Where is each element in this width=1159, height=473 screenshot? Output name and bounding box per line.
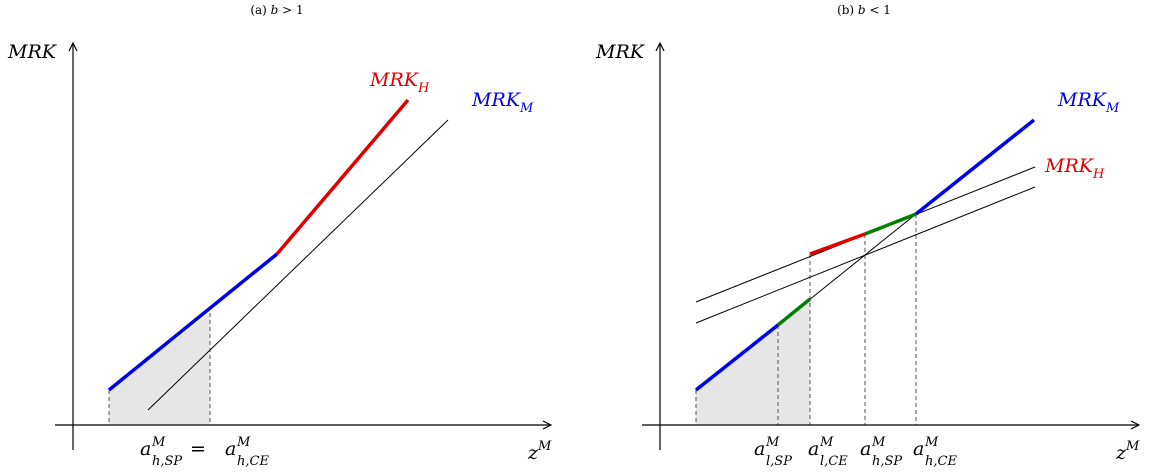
svg-text:=: =	[184, 438, 212, 460]
panel-a-y-axis-label: MRK	[7, 41, 58, 63]
panel-b-y-axis-label: MRK	[595, 41, 646, 63]
panel-b-x-axis-label: zM	[1115, 439, 1140, 464]
svg-text:h,CE: h,CE	[925, 454, 957, 469]
panel-b-mrk-m-lower-segment	[694, 323, 780, 392]
svg-text:M: M	[151, 435, 166, 450]
svg-text:M: M	[871, 435, 886, 450]
panel-b-mrk-h-label: MRKH	[1044, 155, 1105, 182]
panel-b-green-upper-segment	[864, 212, 917, 236]
svg-text:a: a	[913, 438, 924, 460]
svg-text:l,CE: l,CE	[820, 454, 848, 469]
svg-text:a: a	[754, 438, 765, 460]
svg-text:h,CE: h,CE	[237, 454, 269, 469]
svg-text:h,SP: h,SP	[152, 454, 182, 469]
panel-b-mrk-m-label: MRKM	[1057, 89, 1120, 116]
panel-a-x-axis-label: zM	[527, 439, 552, 464]
panel-a-shaded-area	[109, 313, 210, 425]
svg-text:M: M	[765, 435, 780, 450]
svg-text:l,SP: l,SP	[766, 454, 792, 469]
panel-a-thin-line	[147, 119, 449, 411]
panel-b: (b) b < 1 MRK zM MRKM MRKH a M l,	[595, 3, 1140, 469]
panel-a-mrk-m-segment	[107, 252, 279, 392]
svg-text:a: a	[140, 438, 151, 460]
panel-b-x-tick-label-l-ce: a M l,CE	[808, 435, 848, 469]
panel-b-x-tick-label-l-sp: a M l,SP	[754, 435, 792, 469]
svg-text:M: M	[924, 435, 939, 450]
svg-text:h,SP: h,SP	[872, 454, 902, 469]
panel-b-green-lower-segment	[776, 297, 812, 327]
panel-b-mrk-h-segment	[809, 232, 866, 256]
svg-text:M: M	[819, 435, 834, 450]
panel-b-x-tick-label-h-ce: a M h,CE	[913, 435, 957, 469]
svg-text:M: M	[236, 435, 251, 450]
svg-text:a: a	[225, 438, 236, 460]
panel-b-shaded-area	[696, 299, 810, 425]
panel-a-mrk-h-label: MRKH	[369, 69, 430, 96]
panel-b-caption: (b) b < 1	[837, 3, 891, 17]
panel-b-x-tick-label-h-sp: a M h,SP	[860, 435, 902, 469]
panel-a-mrk-h-segment	[275, 98, 410, 256]
panel-a: (a) b > 1 MRK zM MRKH MRKM a M h,SP = a …	[7, 3, 552, 469]
svg-text:a: a	[808, 438, 819, 460]
panel-a-mrk-m-label: MRKM	[471, 89, 534, 116]
panel-b-mrk-m-upper-segment	[914, 118, 1036, 216]
svg-text:a: a	[860, 438, 871, 460]
panel-a-x-tick-label: a M h,SP = a M h,CE	[140, 435, 269, 469]
panel-a-caption: (a) b > 1	[250, 3, 303, 17]
